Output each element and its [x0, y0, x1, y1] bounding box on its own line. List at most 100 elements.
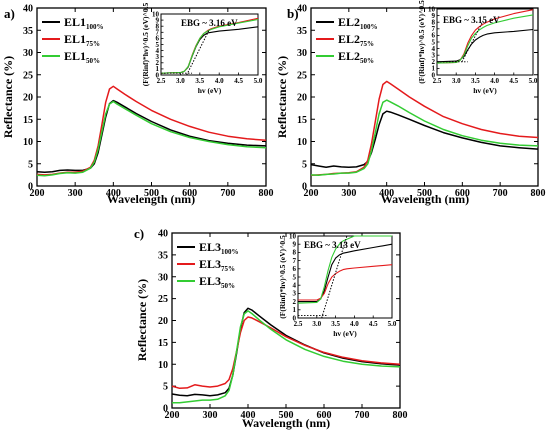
y-axis-label: Reflectance (%) — [275, 56, 289, 138]
inset-y-tick-label: 6 — [432, 32, 436, 40]
legend-entry: EL375% — [199, 257, 235, 273]
x-tick-label: 800 — [259, 188, 274, 199]
y-tick-label: 30 — [297, 48, 307, 59]
inset-x-tick-label: 2.5 — [433, 77, 442, 85]
y-tick-label: 25 — [297, 70, 307, 81]
y-tick-label: 15 — [23, 115, 33, 126]
y-tick-label: 40 — [297, 4, 307, 15]
inset-y-tick-label: 2 — [293, 298, 297, 306]
band-gap-annotation: EBG ~ 3.16 eV — [181, 18, 238, 28]
inset-x-axis-label: hv (eV) — [198, 86, 222, 95]
inset-y-tick-label: 10 — [428, 5, 436, 13]
x-tick-label: 400 — [379, 188, 394, 199]
panel-label: b) — [287, 6, 299, 21]
series-line — [36, 85, 267, 176]
inset-y-tick-label: 4 — [156, 47, 160, 55]
inset-y-tick-label: 7 — [293, 257, 297, 265]
y-tick-label: 20 — [297, 93, 307, 104]
inset-frame — [436, 8, 534, 76]
inset-y-tick-label: 8 — [156, 23, 160, 31]
inset-x-tick-label: 3.0 — [176, 77, 185, 85]
x-tick-label: 500 — [417, 188, 432, 199]
series-line — [171, 316, 401, 390]
y-tick-label: 35 — [158, 250, 168, 261]
inset-y-tick-label: 3 — [156, 53, 160, 61]
inset-y-tick-label: 3 — [432, 52, 436, 60]
inset-tangent-line — [186, 29, 210, 76]
series-line — [171, 307, 401, 397]
y-tick-label: 40 — [23, 4, 33, 15]
x-tick-label: 300 — [68, 188, 83, 199]
y-tick-label: 5 — [302, 159, 307, 170]
legend-entry: EL1100% — [64, 15, 104, 31]
band-gap-annotation: EBG ~ 3.15 eV — [443, 15, 500, 25]
x-tick-label: 200 — [304, 188, 319, 199]
inset-y-tick-label: 9 — [432, 12, 436, 20]
legend-entry: EL150% — [64, 49, 100, 65]
inset-x-tick-label: 4.5 — [509, 77, 518, 85]
inset-y-tick-label: 2 — [156, 59, 160, 67]
series-line — [36, 100, 267, 177]
series-line — [310, 80, 539, 177]
inset-y-tick-label: 3 — [293, 290, 297, 298]
inset-x-tick-label: 3.5 — [331, 320, 340, 328]
panel-label: c) — [134, 226, 144, 241]
inset-tangent-line — [321, 235, 348, 319]
x-axis-label: Wavelength (nm) — [381, 192, 469, 206]
inset-x-tick-label: 5.0 — [388, 320, 397, 328]
inset-y-tick-label: 5 — [293, 273, 297, 281]
x-tick-label: 400 — [241, 410, 256, 421]
series-line — [310, 110, 539, 169]
x-tick-label: 300 — [203, 410, 218, 421]
inset-x-tick-label: 2.5 — [294, 320, 303, 328]
inset-x-tick-label: 3.0 — [452, 77, 461, 85]
inset-y-axis-label: (F(Rinf)*hv)^0.5 (eV)^0.5 — [417, 0, 426, 84]
inset-y-tick-label: 6 — [156, 35, 160, 43]
series-line — [172, 310, 401, 404]
inset-x-tick-label: 3.5 — [471, 77, 480, 85]
y-tick-label: 30 — [158, 272, 168, 283]
legend-entry: EL350% — [199, 274, 235, 290]
inset-x-tick-label: 2.5 — [157, 77, 166, 85]
y-tick-label: 15 — [297, 115, 307, 126]
series-line — [310, 99, 539, 177]
inset-y-tick-label: 8 — [432, 19, 436, 27]
inset-x-tick-label: 4.0 — [350, 320, 359, 328]
inset-x-tick-label: 4.5 — [234, 77, 243, 85]
legend-entry: EL2100% — [338, 15, 378, 31]
y-tick-label: 40 — [158, 229, 168, 240]
inset-frame — [160, 13, 259, 76]
y-tick-label: 35 — [23, 26, 33, 37]
panel-label: a) — [4, 6, 15, 21]
inset-y-tick-label: 7 — [156, 29, 160, 37]
y-tick-label: 25 — [23, 70, 33, 81]
inset-series-line — [436, 14, 534, 64]
inset-y-tick-label: 6 — [293, 265, 297, 273]
y-tick-label: 0 — [163, 404, 168, 415]
legend-entry: EL3100% — [199, 240, 239, 256]
panel-b: b)200 300 400 500 600 700 8000510152025303540W… — [275, 0, 546, 206]
x-tick-label: 700 — [220, 188, 235, 199]
legend-entry: EL175% — [64, 32, 100, 48]
y-tick-label: 20 — [23, 93, 33, 104]
inset-x-tick-label: 5.0 — [529, 77, 538, 85]
y-tick-label: 10 — [158, 360, 168, 371]
x-tick-label: 200 — [30, 188, 45, 199]
inset-y-tick-label: 4 — [293, 282, 297, 290]
y-tick-label: 0 — [302, 182, 307, 193]
x-tick-label: 500 — [144, 188, 159, 199]
legend-entry: EL275% — [338, 32, 374, 48]
inset-y-tick-label: 1 — [293, 306, 297, 314]
inset-x-tick-label: 5.0 — [254, 77, 263, 85]
y-tick-label: 0 — [28, 182, 33, 193]
inset-y-tick-label: 5 — [156, 41, 160, 49]
panel-c: c)200 300 400 500 600 700 8000510152025303540W… — [134, 226, 408, 430]
inset-series-line — [297, 235, 392, 304]
x-tick-label: 200 — [165, 410, 180, 421]
inset-series-line — [160, 18, 259, 74]
y-tick-label: 35 — [297, 26, 307, 37]
panel-a: a)200 300 400 500 600 700 8000510152025303540W… — [1, 3, 274, 206]
x-tick-label: 300 — [341, 188, 356, 199]
